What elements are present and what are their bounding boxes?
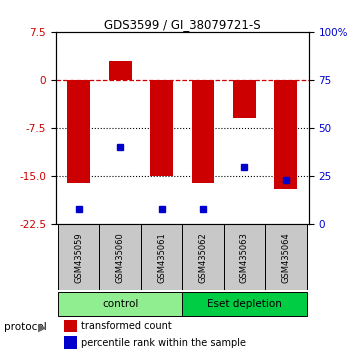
Text: GSM435059: GSM435059 [74, 232, 83, 282]
Text: ▶: ▶ [38, 322, 47, 332]
Text: GSM435060: GSM435060 [116, 232, 125, 282]
Bar [109, 61, 131, 80]
Text: GSM435062: GSM435062 [199, 232, 208, 282]
Text: transformed count: transformed count [81, 321, 172, 331]
Bar [265, 224, 306, 290]
Bar [58, 292, 182, 316]
Bar [150, 80, 173, 176]
Text: percentile rank within the sample: percentile rank within the sample [81, 337, 246, 348]
Bar [182, 292, 306, 316]
Bar [192, 80, 214, 183]
Bar [141, 224, 182, 290]
Bar [64, 320, 77, 332]
Text: control: control [102, 299, 138, 309]
Text: GSM435064: GSM435064 [281, 232, 290, 282]
Bar [233, 80, 256, 119]
Bar [68, 80, 90, 183]
Bar [99, 224, 141, 290]
Bar [64, 336, 77, 349]
Text: GSM435063: GSM435063 [240, 232, 249, 283]
Text: protocol: protocol [4, 322, 46, 332]
Text: Eset depletion: Eset depletion [207, 299, 282, 309]
Bar [58, 224, 99, 290]
Bar [224, 224, 265, 290]
Bar [182, 224, 224, 290]
Title: GDS3599 / GI_38079721-S: GDS3599 / GI_38079721-S [104, 18, 261, 31]
Bar [274, 80, 297, 189]
Text: GSM435061: GSM435061 [157, 232, 166, 282]
